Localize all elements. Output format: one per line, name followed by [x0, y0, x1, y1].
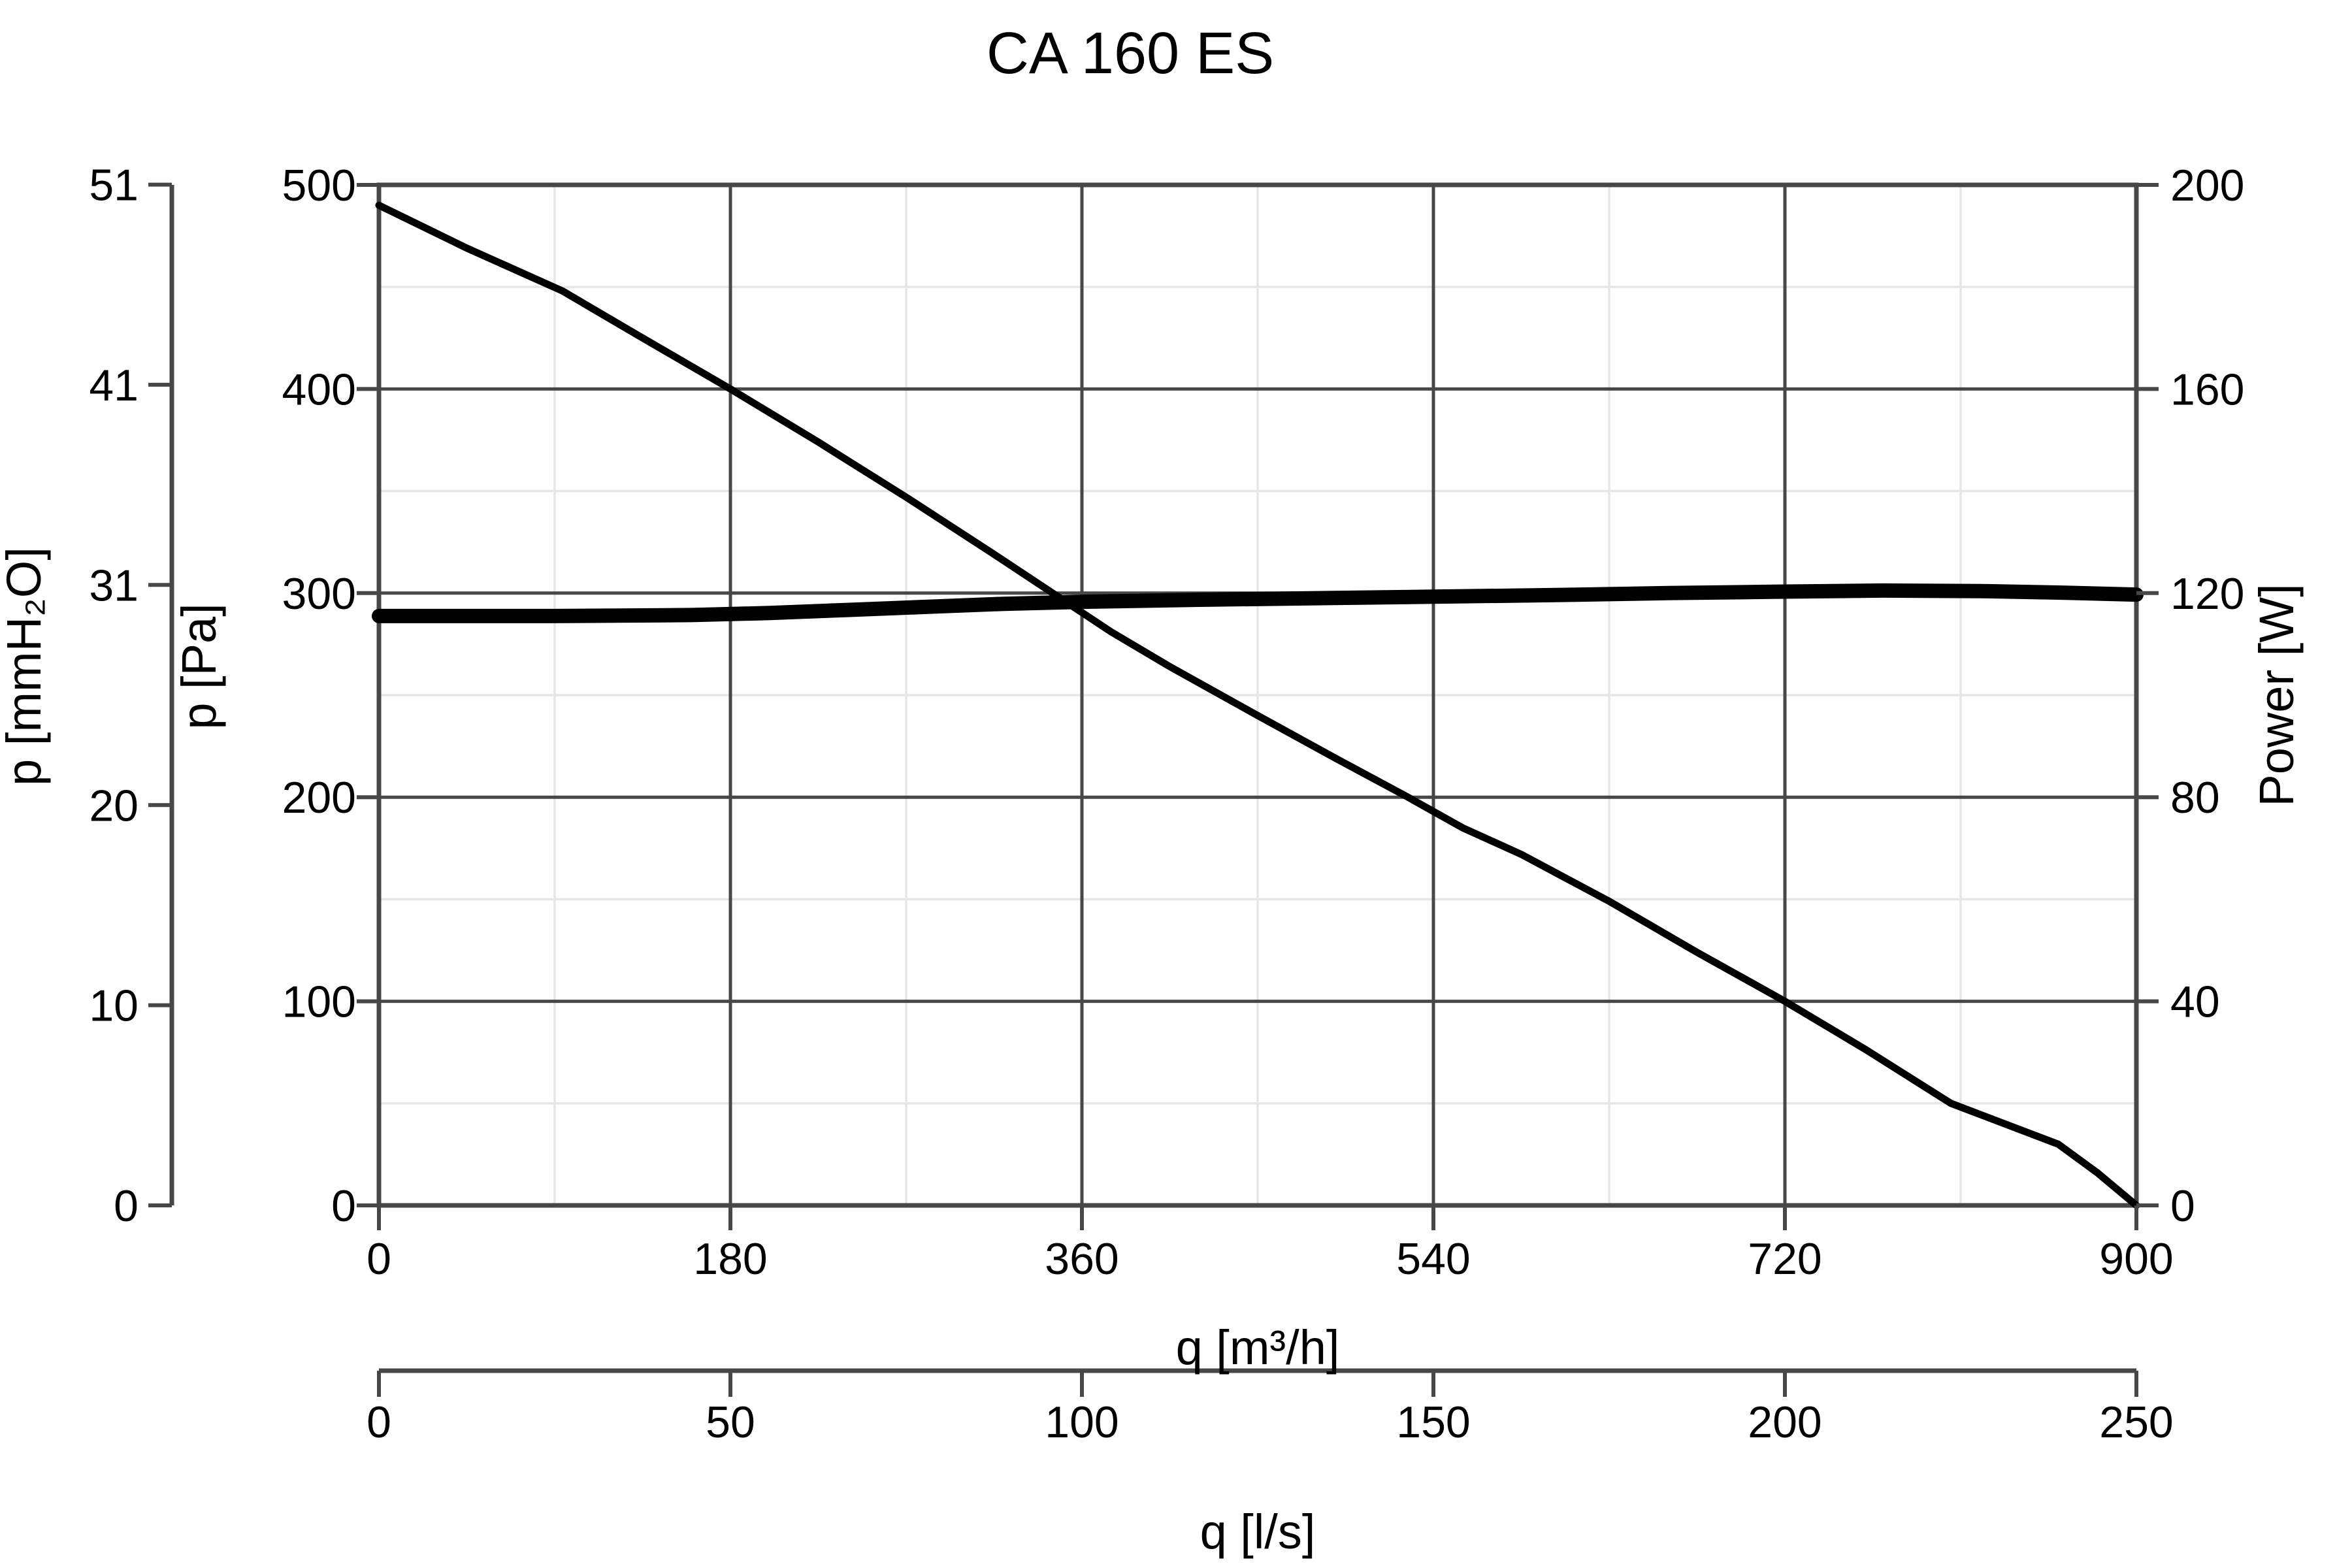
y-axis-title-mmh2o: p [mmH₂O]	[0, 547, 51, 786]
y-axis-title-power: Power [W]	[2249, 583, 2304, 806]
grid-minor	[379, 185, 2136, 1205]
flow-m3h-tick-label: 900	[2099, 1234, 2173, 1284]
pa-tick-label: 400	[282, 365, 356, 414]
power-tick-label: 200	[2170, 161, 2244, 210]
plot-frame	[376, 182, 2139, 1208]
pa-tick-label: 300	[282, 569, 356, 619]
flow-m3h-tick-label: 360	[1045, 1234, 1119, 1284]
y-axis-title-pa: p [Pa]	[172, 603, 226, 729]
mmh2o-tick-label: 31	[89, 561, 139, 610]
mmh2o-tick-label: 41	[89, 361, 139, 410]
power-tick-label: 80	[2170, 773, 2220, 823]
mmh2o-tick-label: 51	[89, 161, 139, 210]
flow-ls-tick-label: 0	[367, 1397, 391, 1447]
flow-ls-tick-label: 150	[1396, 1397, 1470, 1447]
flow-ls-tick-label: 100	[1045, 1397, 1119, 1447]
pressure-curve	[375, 201, 2140, 1209]
power-tick-label: 120	[2170, 569, 2244, 619]
x-axis-title-ls: q [l/s]	[1200, 1505, 1316, 1559]
curves	[372, 201, 2144, 1209]
axis-ticks	[148, 182, 2159, 1397]
x-axis-title-m3h: q [m³/h]	[1176, 1320, 1340, 1375]
mmh2o-tick-label: 0	[114, 1181, 139, 1231]
power-tick-label: 160	[2170, 365, 2244, 414]
pa-tick-label: 100	[282, 977, 356, 1027]
flow-m3h-tick-label: 180	[693, 1234, 767, 1284]
flow-ls-tick-label: 200	[1748, 1397, 1821, 1447]
flow-m3h-tick-label: 720	[1748, 1234, 1821, 1284]
mmh2o-tick-label: 10	[89, 981, 139, 1031]
chart-title: CA 160 ES	[987, 21, 1274, 86]
plot-border	[376, 182, 2139, 1208]
power-curve	[372, 583, 2144, 623]
pa-tick-label: 200	[282, 773, 356, 823]
pa-tick-label: 0	[331, 1181, 356, 1231]
flow-m3h-tick-label: 540	[1396, 1234, 1470, 1284]
mmh2o-tick-label: 20	[89, 781, 139, 830]
flow-m3h-tick-label: 0	[367, 1234, 391, 1284]
power-tick-label: 40	[2170, 977, 2220, 1027]
flow-ls-tick-label: 50	[706, 1397, 755, 1447]
pa-tick-label: 500	[282, 161, 356, 210]
tick-labels: 0100200300400500010203141510408012016020…	[89, 161, 2244, 1447]
flow-ls-tick-label: 250	[2099, 1397, 2173, 1447]
power-tick-label: 0	[2170, 1181, 2195, 1231]
